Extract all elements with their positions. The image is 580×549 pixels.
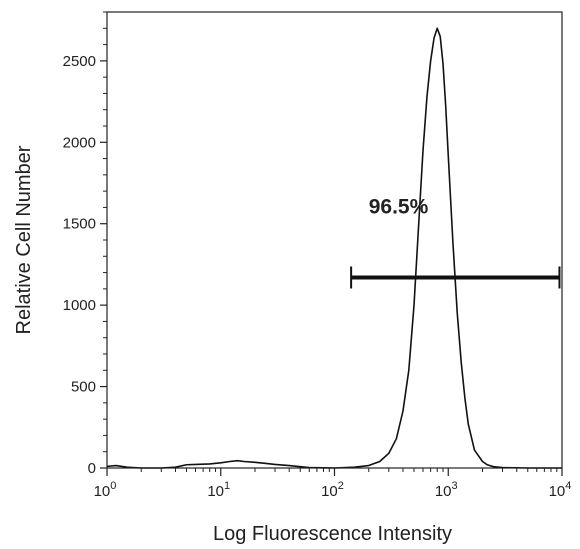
y-tick-label: 1500 — [63, 216, 96, 233]
gate-marker — [350, 266, 561, 289]
percent-annotation: 96.5% — [369, 196, 429, 219]
y-axis-title: Relative Cell Number — [13, 145, 35, 334]
x-tick-label: 101 — [207, 480, 230, 500]
y-tick-label: 0 — [88, 460, 96, 477]
x-tick-label: 103 — [435, 480, 458, 500]
x-axis-title: Log Fluorescence Intensity — [213, 523, 452, 545]
y-tick-label: 2000 — [63, 134, 96, 151]
plot-frame — [106, 11, 563, 469]
y-tick-label: 500 — [71, 379, 96, 396]
x-tick-label: 104 — [549, 480, 572, 500]
y-tick-label: 2500 — [63, 53, 96, 70]
x-tick-label: 100 — [94, 480, 117, 500]
y-tick-label: 1000 — [63, 297, 96, 314]
x-tick-label: 102 — [321, 480, 344, 500]
ticks-layer: 0 500 1000 1500 2000 2500 100 101 102 103 104 — [63, 11, 572, 500]
histogram-line — [106, 27, 562, 469]
